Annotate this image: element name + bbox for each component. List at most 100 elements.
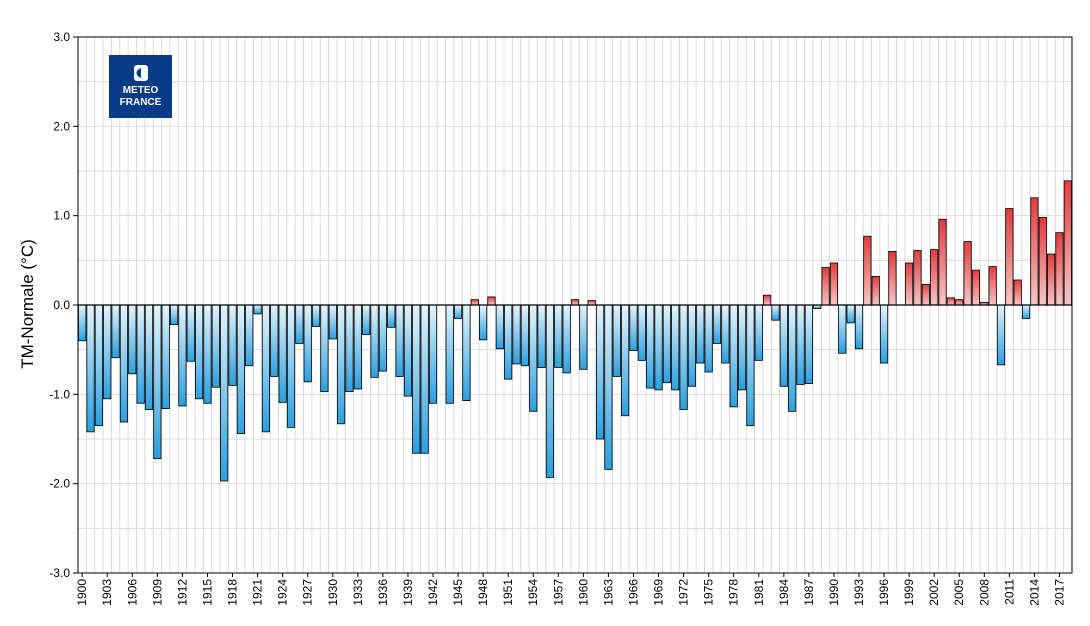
bars xyxy=(78,180,1072,482)
x-tick-label: 1960 xyxy=(576,579,590,606)
y-tick-label: -3.0 xyxy=(49,566,70,580)
x-tick-labels: 1900 1903 1906 1909 1912 1915 1918 1921 1924 1927… xyxy=(75,573,1066,606)
bar-1935 xyxy=(370,304,379,378)
bar-1901 xyxy=(86,304,95,433)
bar-2013 xyxy=(1021,304,1031,319)
bar-1962 xyxy=(595,304,605,440)
x-tick-label: 2014 xyxy=(1027,579,1041,606)
bar-1976 xyxy=(712,304,722,344)
x-tick-label: 2008 xyxy=(977,579,991,606)
x-tick-label: 1924 xyxy=(276,579,290,606)
bar-1965 xyxy=(621,304,630,417)
y-tick-label: 2.0 xyxy=(53,119,70,133)
x-tick-label: 1942 xyxy=(426,579,440,606)
bar-1987 xyxy=(804,304,813,385)
bar-1948 xyxy=(479,304,488,341)
bar-1906 xyxy=(128,304,137,375)
bar-1931 xyxy=(337,304,346,425)
bar-1969 xyxy=(654,304,663,391)
bar-1966 xyxy=(629,304,638,351)
bar-1929 xyxy=(320,304,329,393)
y-tick-labels: 3.0 2.0 1.0 0.0 -1.0 -2.0 -3.0 xyxy=(49,30,78,580)
bar-1921 xyxy=(253,304,262,315)
y-axis-label: TM-Normale (°C) xyxy=(18,239,37,369)
bar-1904 xyxy=(111,304,120,359)
x-tick-label: 1981 xyxy=(752,579,766,606)
bar-1971 xyxy=(671,304,680,391)
bar-1919 xyxy=(236,304,245,435)
bar-1937 xyxy=(387,304,396,328)
x-tick-label: 1969 xyxy=(652,579,666,606)
bar-1973 xyxy=(687,304,697,387)
bar-1925 xyxy=(286,304,296,428)
x-tick-label: 1951 xyxy=(501,579,515,606)
x-tick-label: 1927 xyxy=(301,579,315,606)
bar-1999 xyxy=(905,262,914,306)
bar-1900 xyxy=(78,304,87,342)
bar-1985 xyxy=(788,304,797,412)
bar-1959 xyxy=(570,299,580,306)
bar-1949 xyxy=(487,296,496,306)
bar-2011 xyxy=(1005,208,1014,306)
x-tick-label: 1915 xyxy=(200,579,214,606)
bar-1951 xyxy=(504,304,513,380)
x-tick-label: 1945 xyxy=(451,579,465,606)
bar-1903 xyxy=(103,304,112,400)
bar-1922 xyxy=(261,304,271,433)
axes xyxy=(77,36,1073,574)
x-tick-label: 1903 xyxy=(100,579,114,606)
bar-1928 xyxy=(311,304,321,327)
bar-1916 xyxy=(211,304,220,388)
bar-1967 xyxy=(637,304,646,361)
bar-1956 xyxy=(545,304,555,478)
bar-1944 xyxy=(445,304,454,404)
x-tick-label: 1900 xyxy=(75,579,89,606)
bar-2010 xyxy=(996,304,1006,366)
bar-2018 xyxy=(1063,180,1072,306)
bar-2015 xyxy=(1038,217,1047,306)
bar-2017 xyxy=(1055,232,1064,306)
bar-1963 xyxy=(604,304,613,470)
bar-1917 xyxy=(220,304,229,482)
bar-2005 xyxy=(955,299,964,306)
bar-1954 xyxy=(529,304,538,412)
bar-1992 xyxy=(846,304,855,324)
bar-2007 xyxy=(971,269,981,306)
x-tick-label: 1939 xyxy=(401,579,415,606)
bar-1994 xyxy=(863,235,872,306)
bar-1990 xyxy=(829,262,839,306)
bar-1974 xyxy=(696,304,705,364)
bar-1947 xyxy=(470,299,479,306)
bar-1968 xyxy=(646,304,655,389)
bar-1975 xyxy=(704,304,713,373)
x-tick-label: 1993 xyxy=(852,579,866,606)
x-tick-label: 1966 xyxy=(626,579,640,606)
bar-2001 xyxy=(921,284,930,306)
bar-1978 xyxy=(729,304,738,408)
bar-1938 xyxy=(395,304,404,377)
bar-1908 xyxy=(144,304,154,410)
bar-1923 xyxy=(270,304,279,377)
bar-1991 xyxy=(838,304,847,354)
bar-1981 xyxy=(754,304,763,361)
bar-1936 xyxy=(378,304,387,372)
bar-1964 xyxy=(612,304,621,377)
bar-1984 xyxy=(779,304,788,387)
bar-1982 xyxy=(763,294,772,306)
bar-1946 xyxy=(462,304,471,401)
bar-1934 xyxy=(362,304,371,335)
bar-1996 xyxy=(879,304,889,364)
y-tick-label: -1.0 xyxy=(49,387,70,401)
bar-2003 xyxy=(938,218,947,306)
bar-1995 xyxy=(871,276,880,306)
x-tick-label: 1936 xyxy=(376,579,390,606)
y-tick-label: -2.0 xyxy=(49,477,70,491)
bar-1905 xyxy=(119,304,129,423)
bar-1957 xyxy=(554,304,563,368)
bar-1993 xyxy=(854,304,864,350)
bar-1907 xyxy=(136,304,145,404)
x-tick-label: 2005 xyxy=(952,579,966,606)
y-tick-label: 1.0 xyxy=(53,209,70,223)
bar-1989 xyxy=(821,267,830,306)
